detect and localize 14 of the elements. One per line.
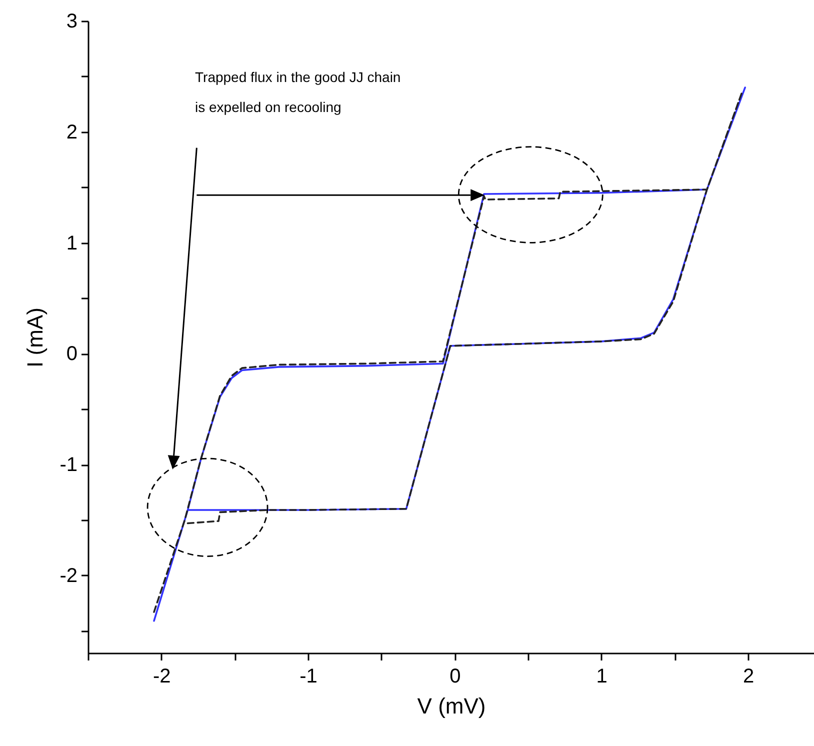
x-tick-label: 2 [742, 666, 754, 688]
y-tick-label: 0 [66, 343, 78, 366]
x-tick-label: 0 [450, 666, 461, 688]
x-tick-label: -2 [152, 666, 171, 688]
x-axis-title: V (mV) [417, 694, 486, 718]
y-tick-label: 3 [66, 10, 78, 32]
y-tick-label: 2 [66, 121, 78, 144]
y-axis-title: I (mA) [22, 308, 48, 368]
x-tick-label: -1 [300, 666, 318, 688]
x-tick-label: 1 [596, 666, 608, 688]
y-tick-label: -2 [60, 564, 78, 587]
y-tick-label: -1 [60, 454, 78, 476]
y-tick-label: 1 [66, 232, 78, 254]
annotation: Trapped flux in the good JJ chain is expelled on recooling [195, 69, 401, 115]
